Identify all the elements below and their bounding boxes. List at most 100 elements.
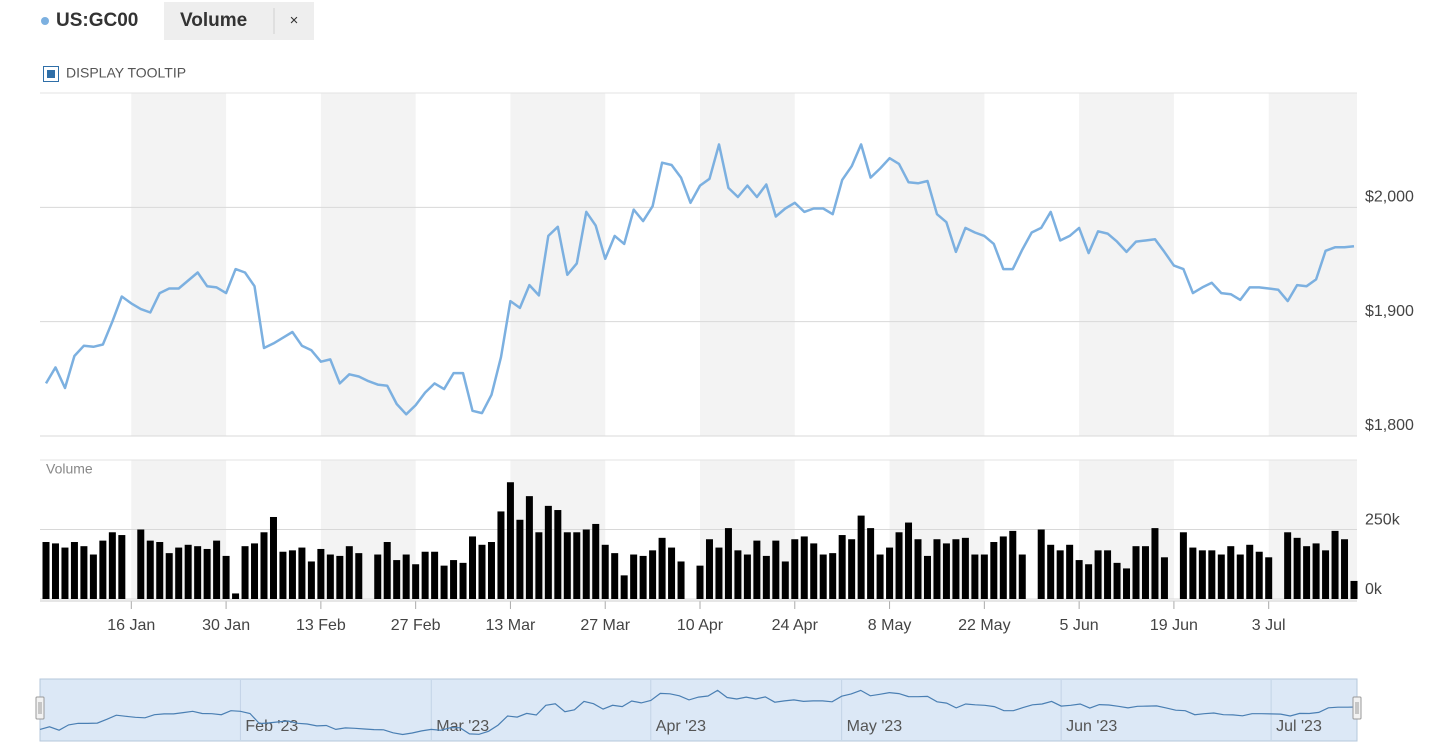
- checkbox-check: [47, 70, 55, 78]
- volume-label: Volume: [46, 461, 93, 477]
- checkbox-label[interactable]: DISPLAY TOOLTIP: [66, 65, 186, 81]
- band: [320, 93, 416, 436]
- volume-bar: [1227, 546, 1235, 599]
- volume-bar: [573, 532, 581, 599]
- volume-bar: [762, 555, 770, 599]
- volume-bar: [1236, 554, 1244, 599]
- volume-bar: [1198, 550, 1206, 599]
- volume-bar: [1350, 580, 1358, 599]
- volume-bar: [1312, 543, 1320, 599]
- volume-bar: [61, 547, 69, 599]
- tab[interactable]: [164, 2, 314, 40]
- volume-bar: [1094, 550, 1102, 599]
- volume-bar: [715, 547, 723, 599]
- volume-bar: [251, 543, 259, 599]
- volume-bar: [506, 482, 514, 599]
- navigator[interactable]: [39, 678, 1358, 742]
- volume-bar: [592, 523, 600, 599]
- volume-bar: [1255, 551, 1263, 599]
- volume-bar: [1066, 544, 1074, 599]
- volume-bar: [1265, 557, 1273, 599]
- volume-bar: [753, 540, 761, 599]
- volume-bar: [146, 540, 154, 599]
- volume-bar: [554, 510, 562, 599]
- navigator-handle[interactable]: [1352, 696, 1362, 720]
- navigator-label: Jul '23: [1276, 718, 1322, 735]
- tab-label[interactable]: Volume: [180, 10, 247, 31]
- x-tick-label: 5 Jun: [1060, 617, 1099, 634]
- volume-bar: [696, 565, 704, 599]
- volume-bar: [345, 546, 353, 599]
- volume-bar: [582, 529, 590, 599]
- legend-dot: [41, 17, 49, 25]
- volume-bar: [260, 532, 268, 599]
- x-tick-label: 10 Apr: [677, 617, 724, 634]
- volume-bar: [668, 547, 676, 599]
- volume-bar: [1132, 546, 1140, 599]
- volume-bar: [156, 542, 164, 599]
- x-tick-label: 13 Mar: [486, 617, 536, 634]
- volume-bar: [971, 554, 979, 599]
- volume-bar: [980, 554, 988, 599]
- y-tick-label: 250k: [1365, 512, 1401, 529]
- volume-bar: [1123, 568, 1131, 599]
- x-tick-label: 24 Apr: [772, 617, 819, 634]
- volume-bar: [51, 543, 59, 599]
- y-tick-label: $1,800: [1365, 417, 1414, 434]
- y-tick-label: 0k: [1365, 581, 1383, 598]
- volume-bar: [1208, 550, 1216, 599]
- volume-bar: [194, 546, 202, 599]
- volume-bar: [431, 551, 439, 599]
- volume-bar: [1141, 546, 1149, 599]
- volume-bar: [1151, 528, 1159, 599]
- volume-bar: [1056, 550, 1064, 599]
- volume-bar: [1331, 530, 1339, 599]
- volume-bar: [914, 539, 922, 599]
- volume-bar: [450, 560, 458, 599]
- volume-bar: [1284, 532, 1292, 599]
- volume-bar: [459, 562, 467, 599]
- tab-close[interactable]: ×: [290, 12, 299, 29]
- bands: [131, 93, 1357, 599]
- x-tick-label: 13 Feb: [296, 617, 346, 634]
- navigator-label: Jun '23: [1066, 718, 1117, 735]
- volume-bar: [487, 542, 495, 599]
- volume-bar: [563, 532, 571, 599]
- volume-bar: [80, 546, 88, 599]
- volume-bar: [421, 551, 429, 599]
- volume-bar: [269, 516, 277, 599]
- volume-bar: [412, 564, 420, 599]
- x-tick-label: 22 May: [958, 617, 1010, 634]
- volume-bar: [705, 539, 713, 599]
- volume-bar: [895, 532, 903, 599]
- navigator-line: [39, 689, 1358, 736]
- volume-bar: [336, 555, 344, 599]
- volume-bar: [99, 540, 107, 599]
- legend-series[interactable]: US:GC00: [56, 10, 138, 31]
- volume-bar: [1217, 554, 1225, 599]
- y-tick-label: $2,000: [1365, 189, 1414, 206]
- volume-bar: [203, 548, 211, 599]
- volume-bar: [118, 535, 126, 599]
- volume-bar: [649, 550, 657, 599]
- x-tick-label: 30 Jan: [202, 617, 250, 634]
- volume-bar: [933, 539, 941, 599]
- volume-bar: [639, 555, 647, 599]
- volume-bar: [307, 561, 315, 599]
- volume-bar: [288, 550, 296, 599]
- volume-bar: [819, 554, 827, 599]
- navigator-handle[interactable]: [35, 696, 45, 720]
- volume-bar: [838, 535, 846, 599]
- volume-bar: [658, 537, 666, 599]
- volume-bar: [383, 542, 391, 599]
- volume-bar: [791, 539, 799, 599]
- volume-bar: [137, 529, 145, 599]
- volume-bar: [810, 543, 818, 599]
- volume-bar: [213, 540, 221, 599]
- volume-bar: [393, 560, 401, 599]
- x-tick-label: 19 Jun: [1150, 617, 1198, 634]
- volume-bar: [516, 519, 524, 599]
- volume-bar: [829, 553, 837, 599]
- x-tick-label: 27 Feb: [391, 617, 441, 634]
